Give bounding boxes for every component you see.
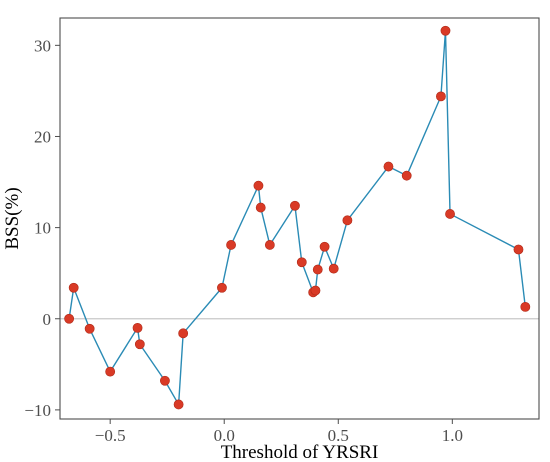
data-point bbox=[290, 200, 300, 211]
y-tick-label: 30 bbox=[34, 36, 51, 55]
data-point bbox=[84, 323, 95, 334]
y-tick-label: 0 bbox=[43, 310, 52, 329]
y-tick-label: 10 bbox=[34, 219, 51, 238]
data-point bbox=[173, 399, 184, 410]
data-point bbox=[132, 322, 143, 333]
x-tick-label: 0.0 bbox=[214, 426, 235, 445]
data-point bbox=[160, 375, 170, 386]
y-tick-label: 20 bbox=[34, 127, 51, 146]
data-point bbox=[319, 241, 330, 252]
data-point bbox=[383, 161, 394, 172]
data-point bbox=[264, 240, 275, 250]
data-point bbox=[310, 285, 321, 296]
data-point bbox=[178, 328, 189, 339]
y-tick-label: −10 bbox=[24, 401, 51, 420]
data-point bbox=[217, 282, 227, 293]
data-point bbox=[401, 170, 412, 181]
x-axis-title: Threshold of YRSRI bbox=[221, 442, 379, 462]
data-point bbox=[134, 339, 145, 350]
data-point bbox=[342, 215, 353, 226]
x-tick-label: 1.0 bbox=[442, 426, 463, 445]
data-point bbox=[68, 282, 79, 293]
data-point bbox=[296, 257, 307, 268]
data-point bbox=[445, 209, 455, 219]
data-point bbox=[436, 91, 446, 102]
x-tick-label: 0.5 bbox=[328, 426, 349, 445]
y-axis-title: BSS(%) bbox=[2, 187, 23, 249]
data-point bbox=[312, 264, 323, 275]
data-point bbox=[440, 25, 451, 36]
data-point bbox=[513, 244, 524, 255]
data-point bbox=[520, 302, 531, 312]
data-point bbox=[226, 240, 236, 250]
data-point bbox=[105, 366, 116, 377]
x-tick-label: −0.5 bbox=[95, 426, 126, 445]
plot-frame bbox=[59, 17, 540, 420]
data-point bbox=[64, 313, 75, 324]
data-point bbox=[328, 263, 339, 274]
data-point bbox=[253, 180, 264, 191]
data-point bbox=[255, 202, 266, 213]
